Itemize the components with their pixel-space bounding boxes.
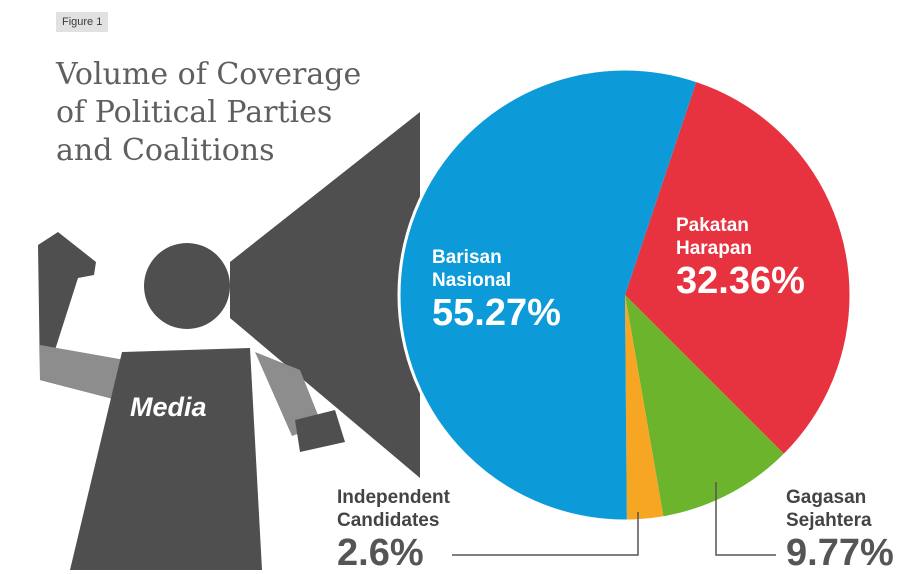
label-pakatan: Pakatan Harapan 32.36%	[676, 214, 805, 302]
label-gagasan-line1: Gagasan	[786, 487, 867, 508]
label-independent-line1: Independent	[337, 487, 450, 508]
label-independent-value: 2.6%	[337, 532, 424, 574]
leader-line-independent	[452, 512, 639, 556]
label-barisan-line1: Barisan	[432, 247, 502, 268]
label-barisan-line2: Nasional	[432, 270, 512, 291]
figure-arm-sleeve-left	[40, 345, 125, 402]
figure-head	[144, 243, 230, 329]
label-independent-line2: Candidates	[337, 510, 440, 531]
pie-chart	[397, 67, 853, 523]
pie-slice-barisan-nasional	[398, 68, 697, 521]
figure-arm-sleeve-right	[255, 352, 322, 436]
label-independent: Independent Candidates 2.6%	[337, 486, 450, 574]
pie-slice-independent-candidates	[625, 295, 664, 521]
label-pakatan-value: 32.36%	[676, 260, 805, 302]
figure-hand	[295, 410, 345, 452]
label-pakatan-line2: Harapan	[676, 238, 753, 259]
label-gagasan-value: 9.77%	[786, 532, 894, 574]
title-line-3: and Coalitions	[56, 133, 275, 168]
pie-slice-gagasan-sejahtera	[625, 295, 785, 518]
figure-torso	[70, 348, 262, 570]
leader-line-gagasan	[715, 482, 776, 556]
megaphone-cone	[230, 112, 420, 478]
chart-title: Volume of Coverage of Political Parties …	[56, 56, 416, 170]
figure-tag: Figure 1	[56, 12, 109, 32]
figure-label-media: Media	[130, 392, 207, 422]
pie-slice-pakatan-harapan	[625, 80, 851, 455]
title-line-1: Volume of Coverage	[56, 57, 362, 92]
title-line-2: of Political Parties	[56, 95, 333, 130]
label-barisan-value: 55.27%	[432, 292, 561, 334]
label-gagasan: Gagasan Sejahtera 9.77%	[786, 486, 894, 574]
pie-outline	[397, 67, 853, 523]
label-gagasan-line2: Sejahtera	[786, 510, 872, 531]
label-pakatan-line1: Pakatan	[676, 215, 749, 236]
label-barisan: Barisan Nasional 55.27%	[432, 246, 561, 334]
